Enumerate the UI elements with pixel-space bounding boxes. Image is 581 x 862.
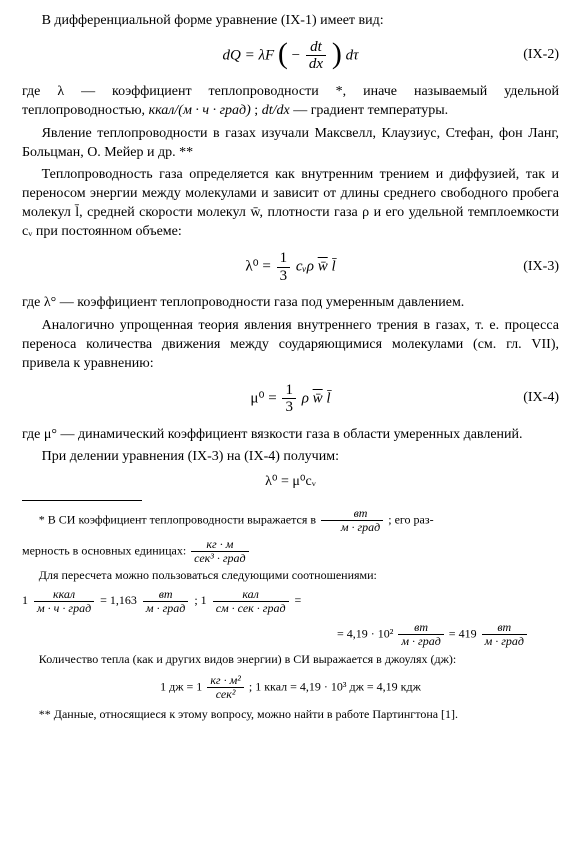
- eq2-prefix: dQ = λF: [223, 47, 275, 63]
- equation-ix-4: μ⁰ = 1 3 ρ w̄ l̄ (IX-4): [22, 382, 559, 416]
- eq2-suffix: dτ: [346, 47, 359, 63]
- fn1-frac: вт м · град: [321, 507, 383, 534]
- conv-eq2: =: [295, 593, 302, 609]
- eq2-minus: −: [292, 47, 300, 63]
- eq2-den: dx: [306, 56, 326, 73]
- fn1-num: вт: [321, 507, 383, 521]
- fn1-den: м · град: [321, 521, 383, 534]
- p-lambda0: где λ° — коэффициент теплопроводности га…: [22, 294, 559, 313]
- equation-ix-3: λ⁰ = 1 3 cᵥρ w̄ l̄ (IX-3): [22, 250, 559, 284]
- footnotes: * В СИ коэффициент теплопроводности выра…: [22, 507, 559, 723]
- eq2-num: dt: [306, 39, 326, 57]
- fn1-c: мерность в основных единицах:: [22, 543, 189, 557]
- joule-den: сек²: [207, 688, 244, 701]
- conv-f2-den: м · град: [143, 602, 188, 615]
- eq4-wbar: w̄: [313, 390, 323, 406]
- conv-f5: вт м · град: [482, 621, 527, 648]
- conv-eq1: = 1,163: [100, 593, 137, 609]
- eq3-frac: 1 3: [277, 250, 291, 284]
- eq4-formula: μ⁰ = 1 3 ρ w̄ l̄: [250, 382, 330, 416]
- eq4-frac: 1 3: [282, 382, 296, 416]
- conv-f1-num: ккал: [34, 588, 94, 602]
- conv-line2b: = 419: [449, 626, 480, 640]
- equation-lambda-mu: λ⁰ = μ⁰cᵥ: [22, 473, 559, 492]
- conv-f5-den: м · град: [482, 635, 527, 648]
- page: В дифференциальной форме уравнение (IX-1…: [0, 0, 581, 862]
- eq3-formula: λ⁰ = 1 3 cᵥρ w̄ l̄: [245, 250, 335, 284]
- conv-f1-den: м · ч · град: [34, 602, 94, 615]
- conversion-eq: 1 ккал м · ч · град = 1,163 вт м · град …: [22, 588, 559, 649]
- footnote-rule: [22, 500, 142, 501]
- conv-f4-den: м · град: [398, 635, 443, 648]
- conv-f4: вт м · град: [398, 621, 443, 648]
- fn1-line2: мерность в основных единицах: кг · м сек…: [22, 538, 559, 565]
- conv-f3-num: кал: [213, 588, 289, 602]
- joule-frac: кг · м² сек²: [207, 674, 244, 701]
- conv-line2a: = 4,19 · 10²: [337, 626, 396, 640]
- p-divide: При делении уравнения (IX-3) на (IX-4) п…: [22, 448, 559, 467]
- eq3-rhs: cᵥρ: [296, 258, 314, 274]
- intro-text: В дифференциальной форме уравнение (IX-1…: [22, 12, 559, 31]
- eq4-num: 1: [282, 382, 296, 400]
- conv-f2-num: вт: [143, 588, 188, 602]
- fn-starstar: ** Данные, относящиеся к этому вопросу, …: [22, 707, 559, 723]
- eq2-frac: dt dx: [306, 39, 326, 73]
- conv-f3: кал см · сек · град: [213, 588, 289, 615]
- p-after-eq2-c: — градиент температуры.: [293, 103, 448, 118]
- joule-sep: ; 1 ккал = 4,19 · 10³ дж = 4,19 кдж: [249, 679, 421, 693]
- p-mu0: где μ° — динамический коэффициент вязкос…: [22, 426, 559, 445]
- eq3-tag: (IX-3): [523, 258, 559, 277]
- eq4-lbar: l̄: [326, 390, 330, 406]
- eq4-tag: (IX-4): [523, 389, 559, 408]
- conv-f4-num: вт: [398, 621, 443, 635]
- joule-num: кг · м²: [207, 674, 244, 688]
- p-after-eq2: где λ — коэффициент теплопроводности *, …: [22, 83, 559, 121]
- eq5: λ⁰ = μ⁰cᵥ: [265, 474, 316, 489]
- p-after-eq2-a: где λ — коэффициент теплопроводности *, …: [22, 84, 559, 118]
- fn1-dim-den: сек³ · град: [191, 552, 248, 565]
- eq3-num: 1: [277, 250, 291, 268]
- conv-sep: ; 1: [194, 593, 206, 609]
- fn1-dim-frac: кг · м сек³ · град: [191, 538, 248, 565]
- joule-lhs: 1 дж = 1: [160, 679, 205, 693]
- eq3-den: 3: [277, 268, 291, 285]
- eq3-wbar: w̄: [318, 258, 328, 274]
- fn1-d: Для пересчета можно пользоваться следующ…: [22, 568, 559, 584]
- dtdx: dt/dx: [262, 103, 290, 118]
- conv-one1: 1: [22, 593, 28, 609]
- eq4-den: 3: [282, 399, 296, 416]
- fn1-b: ; его раз-: [388, 513, 433, 527]
- p-after-eq2-b: ;: [254, 103, 261, 118]
- eq4-lhs: μ⁰ =: [250, 390, 280, 406]
- conv-f2: вт м · град: [143, 588, 188, 615]
- eq2-tag: (IX-2): [523, 46, 559, 65]
- equation-ix-2: dQ = λF ( − dt dx ) dτ (IX-2): [22, 39, 559, 73]
- unit-kcal: ккал/(м · ч · град): [149, 103, 251, 118]
- joule-eq: 1 дж = 1 кг · м² сек² ; 1 ккал = 4,19 · …: [22, 674, 559, 701]
- conv-f5-num: вт: [482, 621, 527, 635]
- eq4-rhs: ρ: [302, 390, 309, 406]
- eq3-lhs: λ⁰ =: [245, 258, 274, 274]
- p-mu-intro: Аналогично упрощенная теория явления вну…: [22, 317, 559, 374]
- p-maxwell: Явление теплопроводности в газах изучали…: [22, 125, 559, 163]
- fn1-dim-num: кг · м: [191, 538, 248, 552]
- conv-f3-den: см · сек · град: [213, 602, 289, 615]
- p-lambda-intro: Теплопроводность газа определяется как в…: [22, 166, 559, 242]
- eq3-lbar: l̄: [331, 258, 335, 274]
- conv-line2: = 4,19 · 10² вт м · град = 419 вт м · гр…: [22, 621, 559, 648]
- fn1-line1: * В СИ коэффициент теплопроводности выра…: [22, 507, 559, 534]
- fn1-a: * В СИ коэффициент теплопроводности выра…: [39, 513, 319, 527]
- eq2-formula: dQ = λF ( − dt dx ) dτ: [223, 39, 359, 73]
- conv-f1: ккал м · ч · град: [34, 588, 94, 615]
- fn2-heat: Количество тепла (как и других видов эне…: [22, 652, 559, 668]
- intro: В дифференциальной форме уравнение (IX-1…: [42, 13, 384, 28]
